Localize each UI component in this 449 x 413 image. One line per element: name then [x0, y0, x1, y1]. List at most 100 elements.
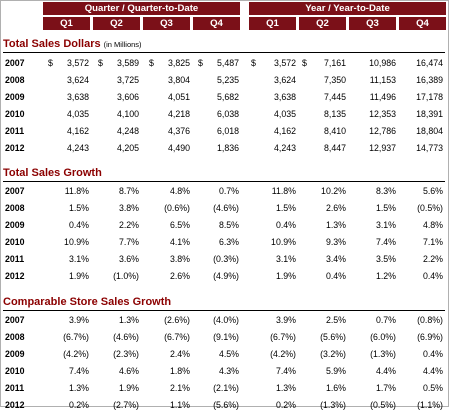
qtd-cell: 3,589 [116, 58, 139, 68]
section-rule [3, 310, 445, 311]
ytd-cell: 16,389 [416, 75, 443, 85]
qtd-cell: (4.0%) [213, 315, 239, 325]
table-row: 2007 3.9% 1.3% (2.6%) (4.0%) 3.9% 2.5% 0.7% (0.8… [0, 312, 449, 328]
row-year: 2007 [5, 315, 25, 325]
qtd-cell: 4,035 [66, 109, 89, 119]
row-year: 2011 [5, 126, 25, 136]
qtd-cell: 4.6% [118, 366, 139, 376]
qtd-cell: 3.8% [169, 254, 190, 264]
ytd-cell: 7.1% [422, 237, 443, 247]
qtd-cell: 3.1% [68, 254, 89, 264]
qtd-cell: 1,836 [216, 143, 239, 153]
qtd-cell: 4,248 [116, 126, 139, 136]
ytd-cell: 11,496 [369, 92, 396, 102]
ytd-cell: 18,804 [416, 126, 443, 136]
ytd-cell: (0.8%) [417, 315, 443, 325]
qtd-cell: 6.3% [218, 237, 239, 247]
row-year: 2010 [5, 366, 25, 376]
qtd-cell: (2.1%) [213, 383, 239, 393]
ytd-cell: 1.3% [275, 383, 296, 393]
table-row: 2010 4,035 4,100 4,218 6,038 4,035 8,135 12,353… [0, 106, 449, 122]
currency-symbol: $ [198, 58, 203, 68]
ytd-cell: 2.6% [325, 203, 346, 213]
table-row: 2012 4,243 4,205 4,490 1,836 4,243 8,447 12,937… [0, 140, 449, 156]
ytd-cell: 4,162 [273, 126, 296, 136]
table-row: 2007 $3,572 $3,589 $3,825 $5,487 $3,572 $7,161… [0, 55, 449, 71]
ytd-cell: 10.2% [321, 186, 346, 196]
table-row: 2009 (4.2%) (2.3%) 2.4% 4.5% (4.2%) (3.2%) (1.3… [0, 346, 449, 362]
ytd-cell: (4.2%) [270, 349, 296, 359]
row-year: 2009 [5, 220, 25, 230]
ytd-cell: 1.5% [375, 203, 396, 213]
qtd-cell: 10.9% [64, 237, 89, 247]
qtd-cell: 4.1% [169, 237, 190, 247]
ytd-cell: (6.7%) [270, 332, 296, 342]
table-row: 2011 3.1% 3.6% 3.8% (0.3%) 3.1% 3.4% 3.5% 2.2% [0, 251, 449, 267]
row-year: 2010 [5, 237, 25, 247]
qtd-cell: 7.7% [118, 237, 139, 247]
ytd-cell: 3.1% [375, 220, 396, 230]
qtd-cell: 1.9% [118, 383, 139, 393]
row-year: 2007 [5, 58, 25, 68]
qtd-cell: 3,725 [116, 75, 139, 85]
ytd-cell: 4.8% [422, 220, 443, 230]
qtd-cell: (4.6%) [213, 203, 239, 213]
ytd-col-q2: Q2 [299, 17, 346, 30]
row-year: 2008 [5, 75, 25, 85]
ytd-cell: 12,786 [369, 126, 396, 136]
qtd-cell: 11.8% [64, 186, 89, 196]
qtd-cell: 2.6% [169, 271, 190, 281]
table-row: 2010 10.9% 7.7% 4.1% 6.3% 10.9% 9.3% 7.4% 7.1% [0, 234, 449, 250]
section-rule [3, 181, 445, 182]
ytd-cell: 8,135 [323, 109, 346, 119]
row-year: 2011 [5, 383, 25, 393]
ytd-cell: 17,178 [416, 92, 443, 102]
ytd-cell: 3,572 [273, 58, 296, 68]
ytd-cell: 7,350 [323, 75, 346, 85]
qtd-cell: (9.1%) [213, 332, 239, 342]
ytd-cell: 7.4% [275, 366, 296, 376]
qtd-cell: 4,490 [167, 143, 190, 153]
table-row: 2012 0.2% (2.7%) 1.1% (5.6%) 0.2% (1.3%) (0.5%)… [0, 397, 449, 413]
ytd-cell: (6.0%) [370, 332, 396, 342]
qtd-cell: 1.1% [169, 400, 190, 410]
ytd-cell: 3.1% [275, 254, 296, 264]
qtd-cell: 6,038 [216, 109, 239, 119]
currency-symbol: $ [251, 58, 256, 68]
table-row: 2009 0.4% 2.2% 6.5% 8.5% 0.4% 1.3% 3.1% 4.8% [0, 217, 449, 233]
qtd-col-q1: Q1 [43, 17, 90, 30]
qtd-cell: 1.3% [118, 315, 139, 325]
ytd-cell: 0.4% [422, 349, 443, 359]
row-year: 2009 [5, 349, 25, 359]
ytd-cell: (1.3%) [320, 400, 346, 410]
ytd-cell: 1.5% [275, 203, 296, 213]
qtd-cell: 3.8% [118, 203, 139, 213]
qtd-cell: 8.5% [218, 220, 239, 230]
qtd-cell: 3,825 [167, 58, 190, 68]
row-year: 2010 [5, 109, 25, 119]
qtd-cell: 0.7% [218, 186, 239, 196]
ytd-cell: 1.2% [375, 271, 396, 281]
ytd-col-q1: Q1 [249, 17, 296, 30]
qtd-cell: (4.2%) [63, 349, 89, 359]
section-title: Total Sales Growth [3, 167, 102, 179]
ytd-cell: 7.4% [375, 237, 396, 247]
qtd-cell: (1.0%) [113, 271, 139, 281]
qtd-cell: 3,572 [66, 58, 89, 68]
currency-symbol: $ [48, 58, 53, 68]
qtd-cell: 3,606 [116, 92, 139, 102]
ytd-col-q3: Q3 [349, 17, 396, 30]
ytd-cell: 0.4% [422, 271, 443, 281]
table-row: 2007 11.8% 8.7% 4.8% 0.7% 11.8% 10.2% 8.3% 5.6% [0, 183, 449, 199]
qtd-cell: 3,624 [66, 75, 89, 85]
table-row: 2012 1.9% (1.0%) 2.6% (4.9%) 1.9% 0.4% 1.2% 0.4% [0, 268, 449, 284]
table-row: 2010 7.4% 4.6% 1.8% 4.3% 7.4% 5.9% 4.4% 4.4% [0, 363, 449, 379]
ytd-cell: 8,410 [323, 126, 346, 136]
ytd-cell: 5.6% [422, 186, 443, 196]
qtd-cell: 4,218 [167, 109, 190, 119]
qtd-cell: 3,804 [167, 75, 190, 85]
table-row: 2008 1.5% 3.8% (0.6%) (4.6%) 1.5% 2.6% 1.5% (0.5… [0, 200, 449, 216]
ytd-cell: 5.9% [325, 366, 346, 376]
qtd-cell: 0.4% [68, 220, 89, 230]
ytd-cell: 4,035 [273, 109, 296, 119]
